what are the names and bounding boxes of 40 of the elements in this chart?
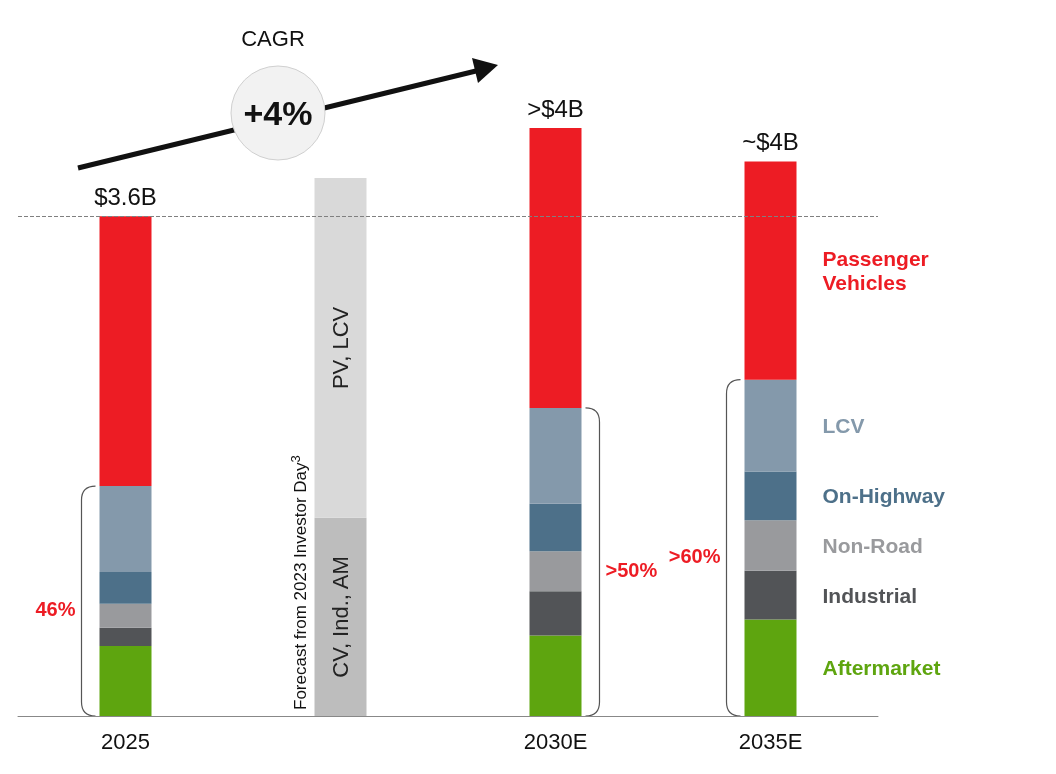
- bar: [744, 471, 797, 521]
- series-label: Non-Road: [822, 533, 923, 557]
- annotation: >60%: [668, 544, 721, 567]
- text: CAGR: [241, 25, 305, 51]
- series-label: Aftermarket: [822, 656, 941, 680]
- bar: [529, 551, 582, 592]
- bar: [529, 635, 582, 716]
- bar: [529, 591, 582, 636]
- annotation: $3.6B: [94, 182, 157, 210]
- x-tick-label: 2030E: [523, 728, 588, 754]
- bar: [99, 571, 152, 604]
- series-label: CV, Ind., AM: [328, 556, 353, 678]
- bar: [529, 128, 582, 408]
- bar: [99, 216, 152, 487]
- bar: [99, 603, 152, 628]
- bar: [314, 517, 367, 716]
- bar: [744, 570, 797, 620]
- bar: [99, 646, 152, 716]
- bar: [529, 503, 582, 552]
- bar: [99, 486, 152, 572]
- annotation: Forecast from 2023 Investor Day3: [288, 455, 310, 710]
- series-label: Passenger Vehicles: [822, 247, 935, 295]
- x-tick-label: 2035E: [738, 728, 803, 754]
- series-label: PV, LCV: [328, 306, 353, 390]
- bar: [314, 177, 367, 518]
- annotation: >50%: [605, 558, 658, 581]
- annotation: ~$4B: [742, 128, 799, 156]
- annotation: 46%: [35, 598, 76, 621]
- bar: [744, 520, 797, 571]
- x-tick-label: 2025: [101, 728, 150, 754]
- bar: [744, 379, 797, 472]
- series-label: LCV: [822, 414, 865, 438]
- bar: [529, 407, 582, 504]
- bar: [99, 627, 152, 647]
- bar: [744, 161, 797, 380]
- series-label: Industrial: [822, 583, 918, 607]
- series-label: On-Highway: [822, 484, 946, 508]
- annotation: +4%: [243, 94, 313, 132]
- annotation: >$4B: [527, 94, 584, 122]
- bar: [744, 619, 797, 716]
